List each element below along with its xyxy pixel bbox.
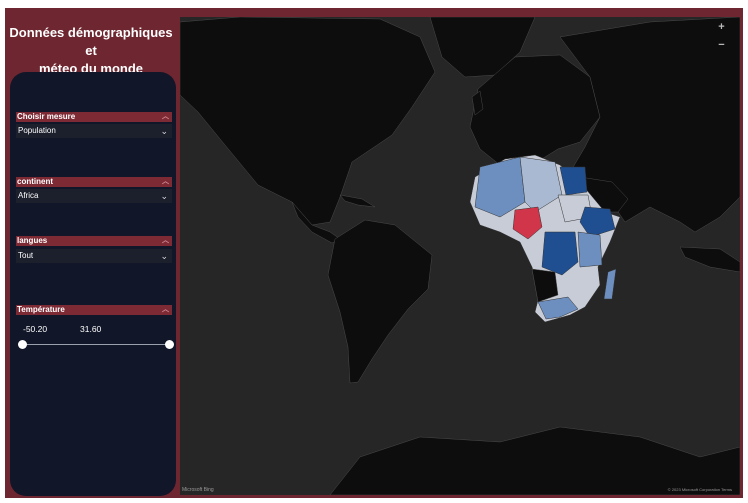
filter-panel: Choisir mesure ︿ Population ⌄ continent … (10, 72, 176, 496)
zoom-in-button[interactable]: + (718, 21, 725, 33)
continent-dropdown[interactable]: Africa ⌄ (16, 189, 172, 203)
language-dropdown[interactable]: Tout ⌄ (16, 249, 172, 263)
europe-shape (469, 54, 601, 166)
measure-slicer-label: Choisir mesure (17, 112, 76, 121)
temperature-max-value[interactable]: 31.60 (80, 324, 102, 334)
temperature-min-handle[interactable] (18, 340, 27, 349)
south-america-shape (327, 219, 433, 384)
temperature-min-value[interactable]: -50.20 (23, 324, 48, 334)
continent-dropdown-value: Africa (18, 191, 39, 200)
egypt-shape (559, 166, 588, 196)
continent-slicer-header: continent ︿ (16, 177, 172, 187)
uk-shape (471, 90, 484, 116)
collapse-icon[interactable]: ︿ (162, 113, 169, 120)
asia-shape (559, 17, 740, 233)
measure-dropdown[interactable]: Population ⌄ (16, 124, 172, 138)
collapse-icon[interactable]: ︿ (162, 306, 169, 313)
language-slicer-label: langues (17, 236, 48, 245)
collapse-icon[interactable]: ︿ (162, 178, 169, 185)
nigeria-shape (512, 206, 543, 240)
madagascar-shape (603, 268, 617, 300)
collapse-icon[interactable]: ︿ (162, 237, 169, 244)
map-copyright[interactable]: © 2023 Microsoft Corporation Terms (667, 487, 732, 492)
north-africa-central (519, 156, 563, 213)
measure-slicer-header: Choisir mesure ︿ (16, 112, 172, 122)
north-africa-west (474, 156, 526, 218)
temperature-slicer-header: Température ︿ (16, 305, 172, 315)
temperature-slider-track[interactable] (23, 344, 169, 345)
congo-shape (541, 231, 579, 276)
east-africa-shape (577, 231, 603, 268)
indonesia-shape (679, 246, 740, 273)
report-title-line1: Données démographiques et (9, 25, 173, 58)
antarctica-shape (329, 426, 740, 495)
temperature-max-handle[interactable] (165, 340, 174, 349)
north-america-shape (180, 17, 436, 226)
zoom-out-button[interactable]: − (718, 39, 725, 51)
bing-logo: Microsoft Bing (182, 487, 214, 493)
chevron-down-icon: ⌄ (160, 251, 168, 261)
map-canvas (180, 17, 740, 495)
continent-slicer-label: continent (17, 177, 53, 186)
chevron-down-icon: ⌄ (160, 126, 168, 136)
language-slicer-header: langues ︿ (16, 236, 172, 246)
temperature-slicer-label: Température (17, 305, 65, 314)
report-title: Données démographiques et méteo du monde (8, 24, 174, 78)
measure-dropdown-value: Population (18, 126, 56, 135)
southern-africa-shape (537, 296, 579, 320)
world-map[interactable]: + − Microsoft Bing © 2023 Microsoft Corp… (180, 17, 740, 495)
caribbean-shape (339, 194, 376, 208)
ethiopia-shape (579, 206, 616, 238)
angola-shape (531, 268, 559, 303)
language-dropdown-value: Tout (18, 251, 34, 260)
chevron-down-icon: ⌄ (160, 191, 168, 201)
